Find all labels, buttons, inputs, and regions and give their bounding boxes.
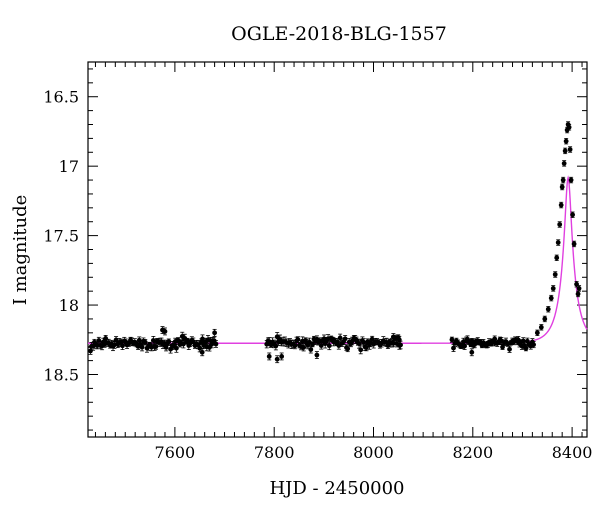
data-point (548, 295, 554, 301)
data-point (88, 348, 93, 354)
data-point (200, 336, 205, 342)
y-tick-label: 17 (59, 157, 79, 176)
x-tick-label: 7800 (254, 443, 295, 462)
data-point (163, 344, 169, 350)
model-curve (88, 175, 588, 344)
y-tick-label: 18 (59, 296, 79, 315)
data-point (576, 285, 582, 291)
data-point (212, 330, 218, 336)
data-point (166, 339, 172, 345)
data-point (213, 341, 219, 347)
data-point (559, 184, 565, 190)
data-point (162, 329, 168, 334)
x-tick-label: 8200 (452, 443, 493, 462)
data-point (538, 324, 544, 330)
x-tick-label: 8000 (353, 443, 394, 462)
data-point (314, 352, 320, 358)
data-point (507, 346, 512, 352)
data-point (550, 285, 556, 291)
data-point (545, 306, 551, 312)
data-point (567, 147, 573, 152)
data-point (575, 291, 581, 297)
plot-area: 7600 7800 8000 8200 8400 16.5 17 17.5 18 18.5 (43, 61, 593, 462)
data-point (531, 342, 537, 348)
data-point (561, 160, 567, 166)
data-point (542, 316, 548, 322)
data-point (563, 138, 569, 144)
data-point (520, 338, 526, 344)
data-point (337, 335, 343, 341)
data-point (139, 344, 145, 350)
data-point (326, 343, 332, 349)
data-point (562, 148, 568, 154)
data-point (266, 354, 272, 359)
data-point (274, 356, 280, 362)
data-point (552, 272, 558, 277)
data-point (398, 342, 403, 348)
plot-frame (87, 61, 588, 438)
data-point (570, 212, 576, 218)
data-point (469, 349, 475, 355)
data-point (356, 341, 362, 347)
data-point (390, 334, 396, 340)
data-point (568, 177, 574, 183)
data-point (295, 337, 301, 342)
data-point (449, 337, 455, 343)
data-point (345, 346, 351, 352)
data-point (560, 177, 566, 183)
chart-title: OGLE-2018-BLG-1557 (231, 23, 447, 45)
data-point (308, 347, 314, 352)
data-point (566, 124, 572, 130)
data-point (534, 330, 540, 336)
data-point (279, 354, 285, 359)
x-tick-label: 8400 (552, 443, 593, 462)
x-tick-label: 7600 (155, 443, 196, 462)
data-point (150, 338, 156, 343)
data-point (342, 336, 348, 342)
data-point (571, 241, 577, 247)
data-point (555, 240, 561, 245)
data-point (558, 202, 564, 208)
data-point (197, 345, 203, 351)
data-point (174, 345, 179, 351)
data-point (199, 349, 205, 355)
y-tick-label: 17.5 (43, 227, 79, 246)
data-point (310, 341, 315, 347)
data-point (301, 344, 307, 350)
data-point (318, 343, 324, 348)
data-point (462, 343, 467, 349)
y-axis-label: I magnitude (10, 195, 31, 306)
data-point (273, 343, 279, 349)
y-tick-label: 16.5 (43, 88, 79, 107)
x-axis-label: HJD - 2450000 (269, 478, 404, 499)
data-point (554, 255, 560, 261)
data-point (557, 222, 563, 227)
data-point (142, 339, 148, 345)
data-point (396, 337, 402, 343)
data-point (358, 347, 364, 353)
data-point (523, 345, 529, 351)
y-tick-label: 18.5 (43, 366, 79, 385)
